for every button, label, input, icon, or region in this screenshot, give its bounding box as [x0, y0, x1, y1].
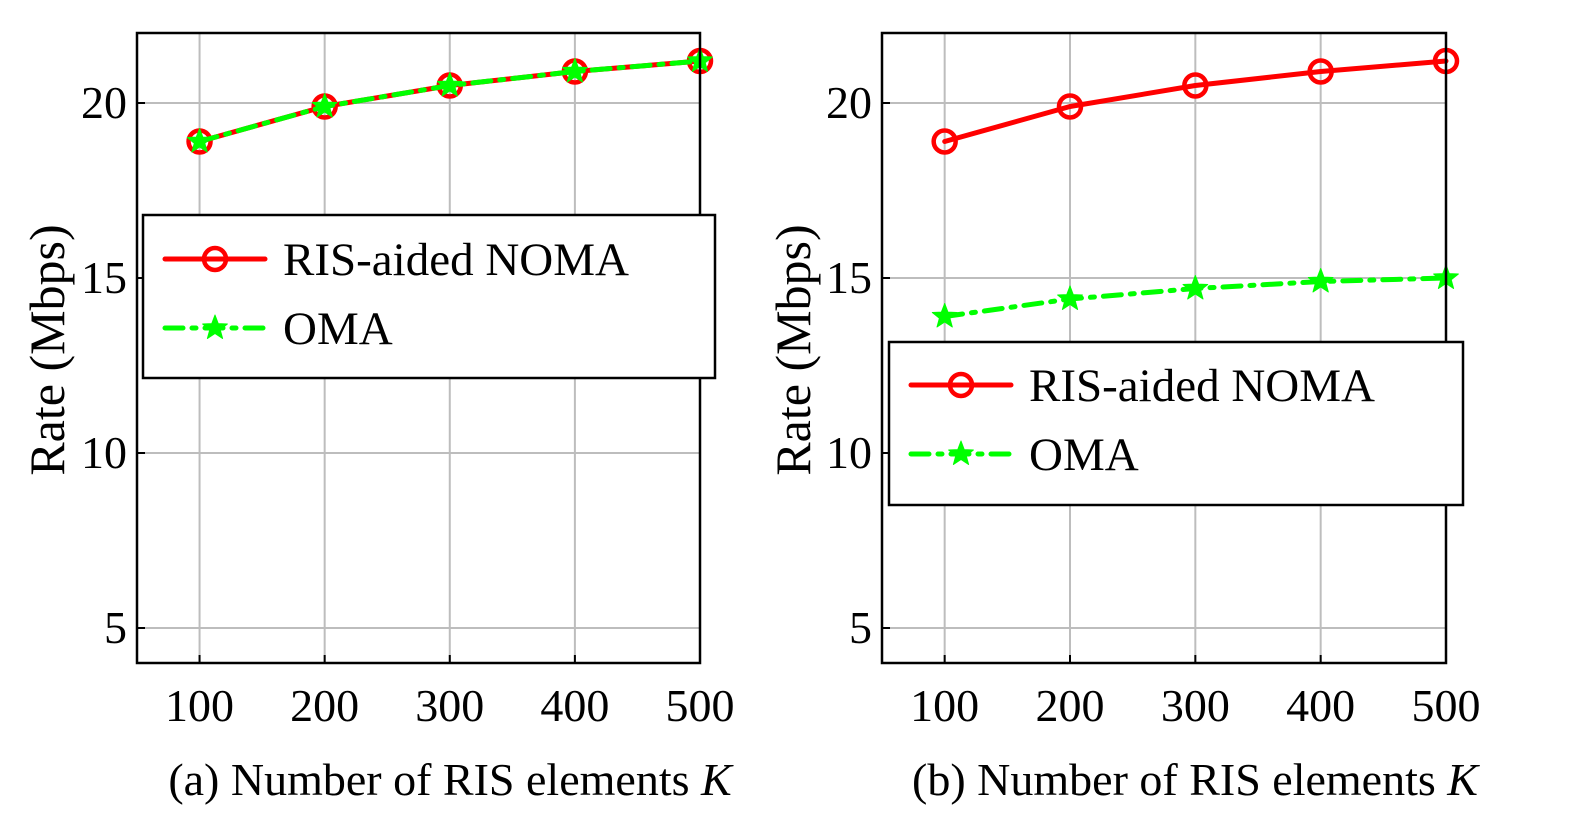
x-tick-label: 400: [540, 680, 609, 731]
y-tick-label: 5: [104, 602, 127, 653]
legend: RIS-aided NOMA OMA: [887, 340, 1465, 507]
legend: RIS-aided NOMA OMA: [141, 213, 717, 380]
caption-variable: K: [700, 754, 734, 805]
legend-label-oma: OMA: [1029, 429, 1139, 481]
y-axis-label: Rate (Mbps): [19, 224, 75, 475]
y-tick-label: 15: [826, 252, 872, 303]
x-tick-label: 400: [1286, 680, 1355, 731]
data-point-ris-noma: [1056, 93, 1084, 120]
x-tick-label: 500: [666, 680, 735, 731]
x-tick-label: 200: [290, 680, 359, 731]
legend-label-oma: OMA: [283, 303, 393, 355]
legend-box: [887, 340, 1465, 507]
data-point-oma: [931, 303, 958, 328]
x-tick-label: 100: [910, 680, 979, 731]
data-point-ris-noma: [1307, 58, 1334, 85]
y-tick-label: 20: [826, 77, 872, 128]
y-tick-label: 5: [849, 602, 872, 653]
data-point-oma: [436, 72, 463, 97]
caption-variable: K: [1446, 754, 1480, 805]
data-point-ris-noma: [931, 128, 958, 155]
caption: (a) Number of RIS elements K: [168, 754, 734, 805]
data-point-ris-noma: [1182, 72, 1209, 99]
x-tick-label: 300: [1161, 680, 1230, 731]
legend-marker-ris-noma: [201, 245, 229, 273]
legend-marker-oma: [202, 314, 228, 339]
chart-panel-b: 100 200 300 400 500 5 10 15 20 Rate (Mbps) RIS-aid…: [765, 31, 1481, 805]
data-point-oma: [1057, 285, 1083, 310]
data-point-oma: [1307, 268, 1334, 293]
x-tick-label: 300: [415, 680, 484, 731]
data-point-oma: [1182, 275, 1209, 300]
data-point-oma: [311, 93, 338, 118]
x-tick-label: 500: [1412, 680, 1481, 731]
y-tick-label: 15: [81, 252, 127, 303]
legend-label-ris-noma: RIS-aided NOMA: [1029, 360, 1375, 412]
caption-text: (b) Number of RIS elements: [912, 754, 1447, 805]
chart-panel-a: 100 200 300 400 500 5 10 15 20 Rate (Mbps) RIS-aid…: [19, 31, 735, 805]
legend-box: [141, 213, 717, 380]
caption: (b) Number of RIS elements K: [912, 754, 1480, 805]
y-tick-label: 20: [81, 77, 127, 128]
y-axis-label: Rate (Mbps): [765, 224, 821, 475]
data-point-oma: [186, 128, 213, 153]
x-tick-label: 100: [165, 680, 234, 731]
series-line-ris-noma: [942, 58, 1449, 144]
data-point-oma: [562, 58, 588, 83]
legend-marker-oma: [948, 440, 974, 465]
legend-marker-ris-noma: [947, 371, 975, 399]
legend-label-ris-noma: RIS-aided NOMA: [283, 234, 629, 286]
y-tick-label: 10: [81, 427, 127, 478]
x-tick-label: 200: [1036, 680, 1105, 731]
y-tick-label: 10: [826, 427, 872, 478]
caption-text: (a) Number of RIS elements: [168, 754, 701, 805]
